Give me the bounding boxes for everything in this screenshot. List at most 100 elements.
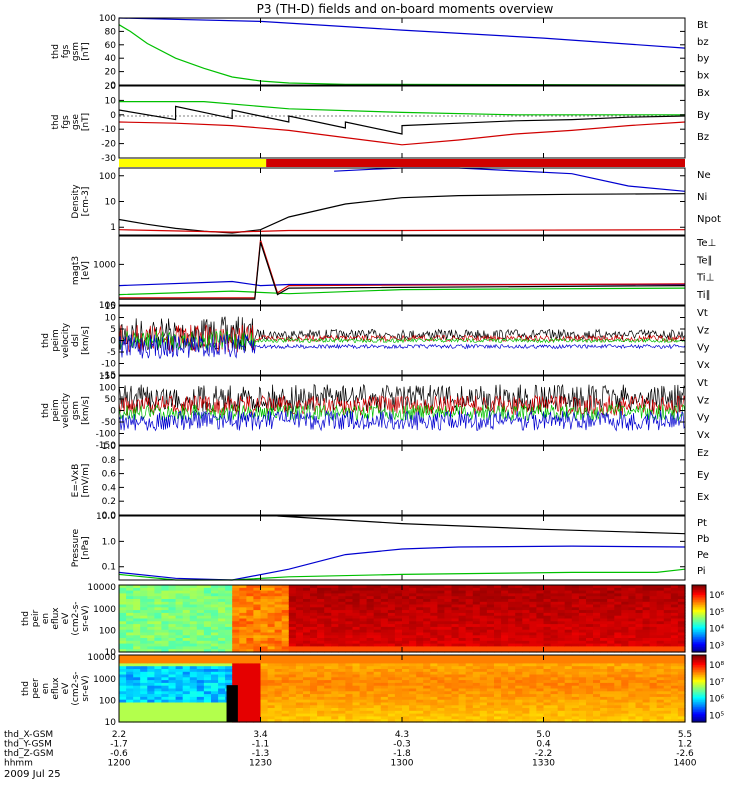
spectrogram-cell (486, 638, 495, 642)
spectrogram-cell (133, 671, 141, 676)
spectrogram-cell (578, 618, 587, 622)
spectrogram-cell (317, 655, 325, 659)
y-axis-label: gsm (71, 42, 81, 61)
spectrogram-cell (380, 590, 389, 594)
spectrogram-cell (288, 635, 297, 639)
spectrogram-cell (494, 705, 502, 709)
spectrogram-cell (515, 655, 523, 659)
series-line-te∥ (119, 242, 686, 300)
spectrogram-cell (295, 708, 304, 712)
spectrogram-cell (246, 708, 255, 712)
spectrogram-cell (310, 590, 318, 594)
spectrogram-cell (324, 691, 332, 695)
spectrogram-cell (338, 708, 346, 712)
spectrogram-cell (402, 643, 410, 647)
spectrogram-cell (451, 629, 460, 634)
spectrogram-cell (274, 612, 283, 617)
spectrogram-cell (119, 708, 127, 712)
spectrogram-cell (295, 702, 304, 706)
spectrogram-cell (479, 713, 488, 717)
spectrogram-cell (338, 716, 346, 720)
spectrogram-cell (465, 632, 474, 636)
spectrogram-cell (189, 624, 198, 628)
spectrogram-cell (246, 669, 255, 673)
spectrogram-cell (175, 643, 184, 647)
spectrogram-cell (416, 696, 424, 701)
spectrogram-cell (586, 646, 594, 650)
x-axis-value: 5.5 (678, 730, 692, 740)
spectrogram-cell (239, 716, 247, 720)
spectrogram-cell (600, 713, 608, 717)
spectrogram-cell (196, 716, 205, 720)
spectrogram-cell (663, 615, 672, 620)
spectrogram-cell (211, 705, 219, 709)
spectrogram-cell (119, 702, 127, 706)
spectrogram-cell (501, 705, 509, 709)
spectrogram-cell (373, 719, 382, 723)
spectrogram-cell (451, 702, 460, 706)
spectrogram-cell (472, 655, 481, 659)
spectrogram-cell (154, 716, 163, 720)
spectrogram-cell (529, 607, 538, 611)
spectrogram-cell (196, 671, 205, 676)
x-axis-value: -1.1 (252, 740, 270, 750)
spectrogram-cell (394, 640, 403, 645)
spectrogram-cell (225, 615, 233, 620)
spectrogram-cell (387, 646, 396, 650)
spectrogram-cell (373, 671, 382, 676)
spectrogram-cell (501, 671, 509, 676)
spectrogram-cell (147, 655, 155, 659)
spectrogram-cell (239, 626, 247, 631)
spectrogram-cell (430, 601, 438, 606)
spectrogram-cell (536, 713, 545, 717)
spectrogram-cell (437, 660, 446, 664)
spectrogram-cell (154, 674, 163, 678)
spectrogram-cell (317, 685, 325, 690)
spectrogram-cell (550, 646, 559, 650)
colorbar-step (692, 630, 706, 633)
spectrogram-cell (479, 604, 488, 608)
spectrogram-cell (458, 635, 467, 639)
spectrogram-cell (402, 601, 410, 606)
spectrogram-cell (578, 590, 587, 594)
spectrogram-cell (203, 596, 212, 600)
spectrogram-cell (331, 593, 339, 597)
spectrogram-cell (133, 716, 141, 720)
spectrogram-cell (359, 671, 368, 676)
spectrogram-cell (564, 585, 573, 589)
spectrogram-cell (161, 635, 170, 639)
spectrogram-cell (451, 655, 460, 659)
spectrogram-cell (267, 632, 276, 636)
spectrogram-cell (486, 615, 495, 620)
spectrogram-cell (175, 708, 184, 712)
spectrogram-cell (260, 719, 269, 723)
spectrogram-cell (663, 657, 672, 662)
spectrogram-cell (649, 688, 658, 692)
spectrogram-cell (663, 640, 672, 645)
panel-frame (118, 235, 686, 306)
y-tick-label: -10 (101, 360, 116, 370)
spectrogram-cell (218, 590, 226, 594)
spectrogram-cell (437, 663, 446, 667)
spectrogram-cell (571, 618, 580, 622)
spectrogram-cell (147, 596, 155, 600)
spectrogram-cell (189, 621, 198, 625)
spectrogram-cell (281, 587, 290, 592)
spectrogram-cell (267, 585, 276, 589)
spectrogram-cell (338, 671, 346, 676)
spectrogram-cell (508, 696, 516, 701)
spectrogram-cell (281, 643, 290, 647)
spectrogram-cell (550, 610, 559, 614)
spectrogram-cell (366, 671, 375, 676)
spectrogram-cell (614, 688, 622, 692)
spectrogram-cell (366, 708, 375, 712)
spectrogram-cell (387, 632, 396, 636)
spectrogram-cell (126, 610, 134, 614)
legend-entry: Pb (697, 534, 709, 545)
spectrogram-cell (267, 635, 276, 639)
spectrogram-cell (211, 699, 219, 704)
spectrogram-cell (600, 691, 608, 695)
spectrogram-cell (663, 719, 672, 723)
spectrogram-cell (239, 699, 247, 704)
legend-entry: Bx (697, 88, 710, 99)
